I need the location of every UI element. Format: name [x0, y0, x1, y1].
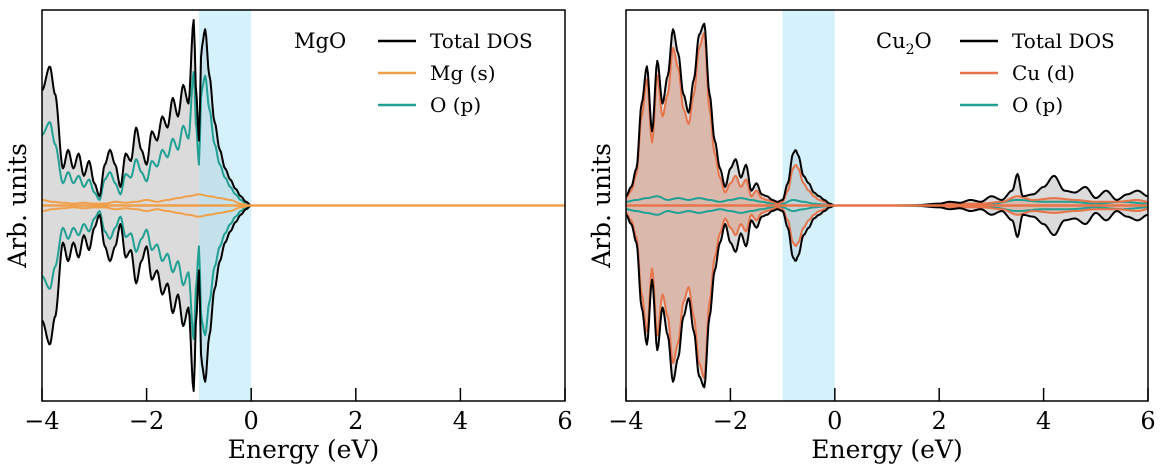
plot-area — [42, 10, 565, 401]
x-axis-label: Energy (eV) — [228, 435, 380, 464]
x-tick-label: −4 — [608, 407, 643, 435]
title-part: Cu — [876, 29, 906, 53]
axes-frame — [625, 9, 1149, 402]
x-tick-label: 4 — [1036, 407, 1051, 435]
x-tick-label: 6 — [557, 407, 572, 435]
legend-label: Cu (d) — [1012, 61, 1075, 85]
x-tick-label: 2 — [348, 407, 363, 435]
legend-label: Total DOS — [1012, 29, 1115, 53]
mgo-dos-panel: −4 −2 0 2 4 6 Energy (eV) Arb. units MgO Total DO… — [3, 9, 573, 464]
x-tick-label: 2 — [932, 407, 947, 435]
title-subscript: 2 — [906, 42, 915, 58]
x-axis-label: Energy (eV) — [811, 435, 963, 464]
x-tick-label: −2 — [713, 407, 748, 435]
legend-label: Mg (s) — [430, 61, 496, 85]
panel-title: MgO — [294, 29, 346, 53]
x-tick-label: 6 — [1140, 407, 1155, 435]
legend-label: Total DOS — [430, 29, 533, 53]
series-fill-0 — [42, 20, 565, 391]
panel-title: Cu2O — [876, 29, 932, 58]
x-tick-label: −4 — [24, 407, 59, 435]
plot-area — [626, 10, 1148, 401]
x-tick-label: 0 — [827, 407, 842, 435]
series-line-0-down — [42, 204, 565, 392]
x-tick-label: −2 — [129, 407, 164, 435]
y-axis-label: Arb. units — [3, 143, 32, 269]
y-axis-label: Arb. units — [587, 143, 616, 269]
axes-frame — [41, 9, 566, 402]
x-tick-label: 0 — [244, 407, 259, 435]
x-tick-label: 4 — [453, 407, 468, 435]
legend-label: O (p) — [430, 93, 481, 117]
legend-label: O (p) — [1012, 93, 1063, 117]
title-suffix: O — [915, 29, 932, 53]
